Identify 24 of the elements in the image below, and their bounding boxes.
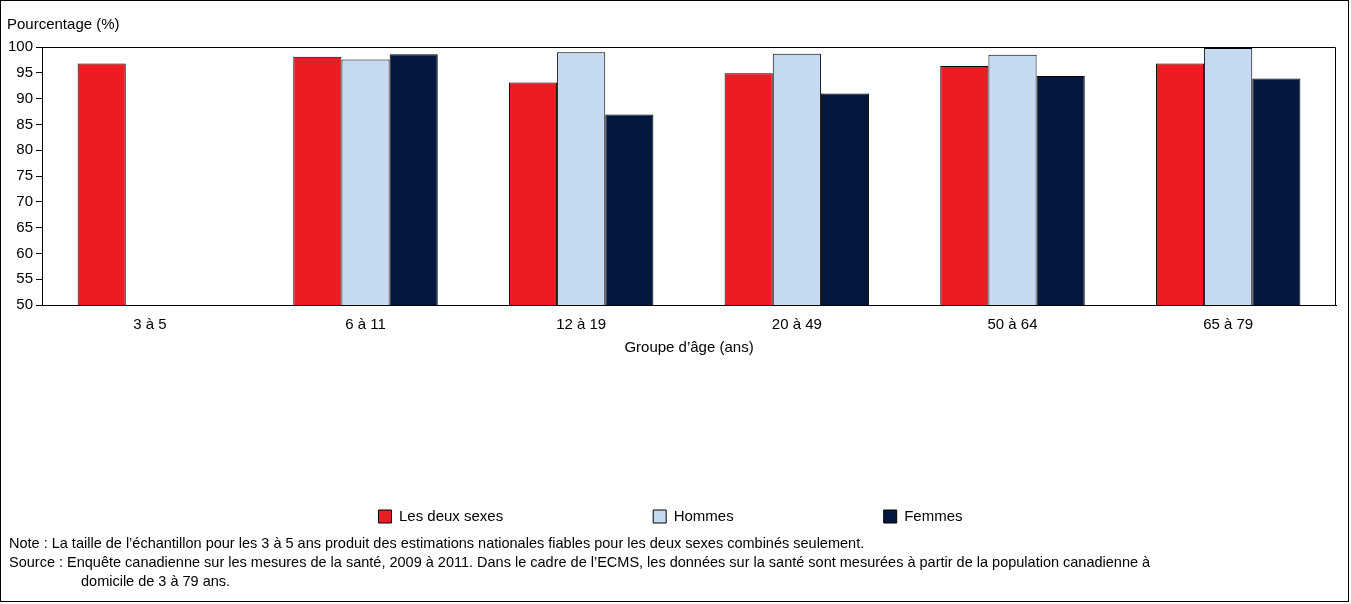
y-tick-label: 60 — [16, 243, 34, 261]
text: Note : La taille de l’échantillon pour les 3 à 5 ans produit des estimations nationales fiables pour les deux sexes combinés seulement. — [9, 534, 866, 553]
y-tick-label: 70 — [16, 191, 34, 209]
x-tick-label: 20 à 49 — [771, 315, 822, 333]
legend-label: Les deux sexes — [398, 506, 504, 524]
y-tick-label: 90 — [16, 88, 34, 106]
x-axis-title: Groupe d’âge (ans) — [624, 338, 754, 356]
x-tick-label: 50 à 64 — [987, 315, 1038, 333]
y-tick-label: 100 — [8, 37, 34, 55]
legend-label: Hommes — [673, 506, 734, 524]
y-tick-label: 50 — [16, 295, 34, 313]
y-tick-label: 85 — [16, 114, 34, 132]
y-tick-label: 65 — [16, 217, 34, 235]
y-axis-title: Pourcentage (%) — [7, 15, 120, 32]
x-tick-label: 6 à 11 — [345, 315, 386, 333]
x-tick-label: 12 à 19 — [556, 315, 607, 333]
x-tick-label: 65 à 79 — [1203, 315, 1254, 333]
x-tick-label: 3 à 5 — [133, 315, 167, 333]
source-note: Source : Enquête canadienne sur les mesures de la santé, 2009 à 2011. Dans le cadre de l’ECMS, les données sur la santé sont mesurées à partir de la population canadienne à domicile de 3 à 79 ans. — [9, 553, 1152, 591]
y-tick-label: 55 — [16, 269, 34, 287]
y-tick-label: 80 — [16, 140, 34, 158]
y-tick-label: 95 — [16, 62, 34, 80]
legend-label: Femmes — [904, 506, 963, 524]
y-tick-label: 75 — [16, 166, 34, 184]
